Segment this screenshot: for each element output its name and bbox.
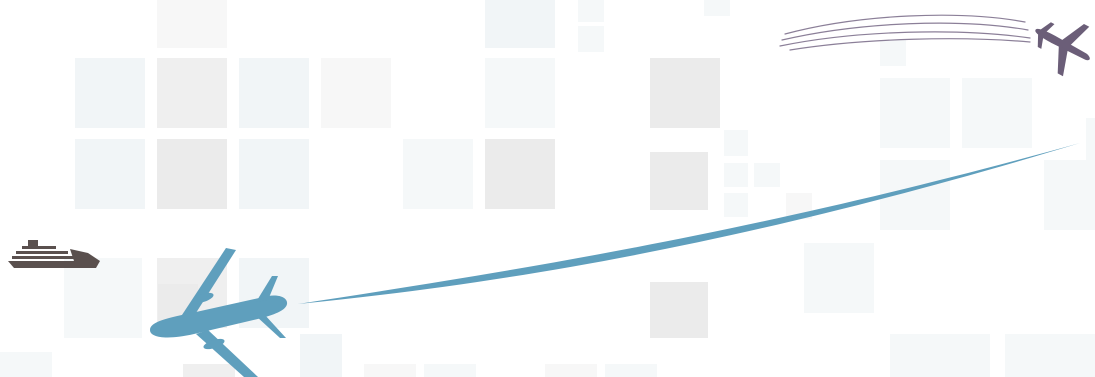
tile xyxy=(364,364,416,377)
tile xyxy=(485,139,555,209)
tile xyxy=(754,163,780,187)
tile xyxy=(880,40,906,66)
tile xyxy=(724,130,748,156)
tile xyxy=(1005,334,1095,377)
tile xyxy=(704,0,730,16)
tile xyxy=(157,0,227,48)
tile xyxy=(650,152,708,210)
tile xyxy=(605,364,657,377)
tile xyxy=(239,139,309,209)
tile xyxy=(962,78,1032,148)
tile xyxy=(804,243,874,313)
tile xyxy=(1086,118,1095,213)
tile xyxy=(650,282,708,338)
tile xyxy=(724,163,748,187)
tile xyxy=(321,58,391,128)
tile xyxy=(403,139,473,209)
tile xyxy=(183,364,235,377)
tile xyxy=(578,0,604,22)
tile xyxy=(300,334,342,377)
ship-icon xyxy=(8,240,100,268)
tile xyxy=(157,58,227,128)
tile xyxy=(578,26,604,52)
tile xyxy=(424,364,476,377)
tile xyxy=(75,139,145,209)
tile xyxy=(485,58,555,128)
tile xyxy=(239,58,309,128)
airplane-small-icon xyxy=(1035,22,1090,77)
airplane-large-icon xyxy=(150,248,288,377)
tile xyxy=(157,139,227,209)
tile xyxy=(485,0,555,48)
small-plane-contrails xyxy=(779,14,1031,51)
tile xyxy=(545,364,597,377)
large-plane-contrail xyxy=(298,143,1080,304)
tile xyxy=(75,58,145,128)
tile xyxy=(650,58,720,128)
tile xyxy=(724,193,748,217)
tile xyxy=(880,78,950,148)
tile xyxy=(890,334,990,377)
tile xyxy=(64,258,142,338)
tile xyxy=(0,352,52,377)
